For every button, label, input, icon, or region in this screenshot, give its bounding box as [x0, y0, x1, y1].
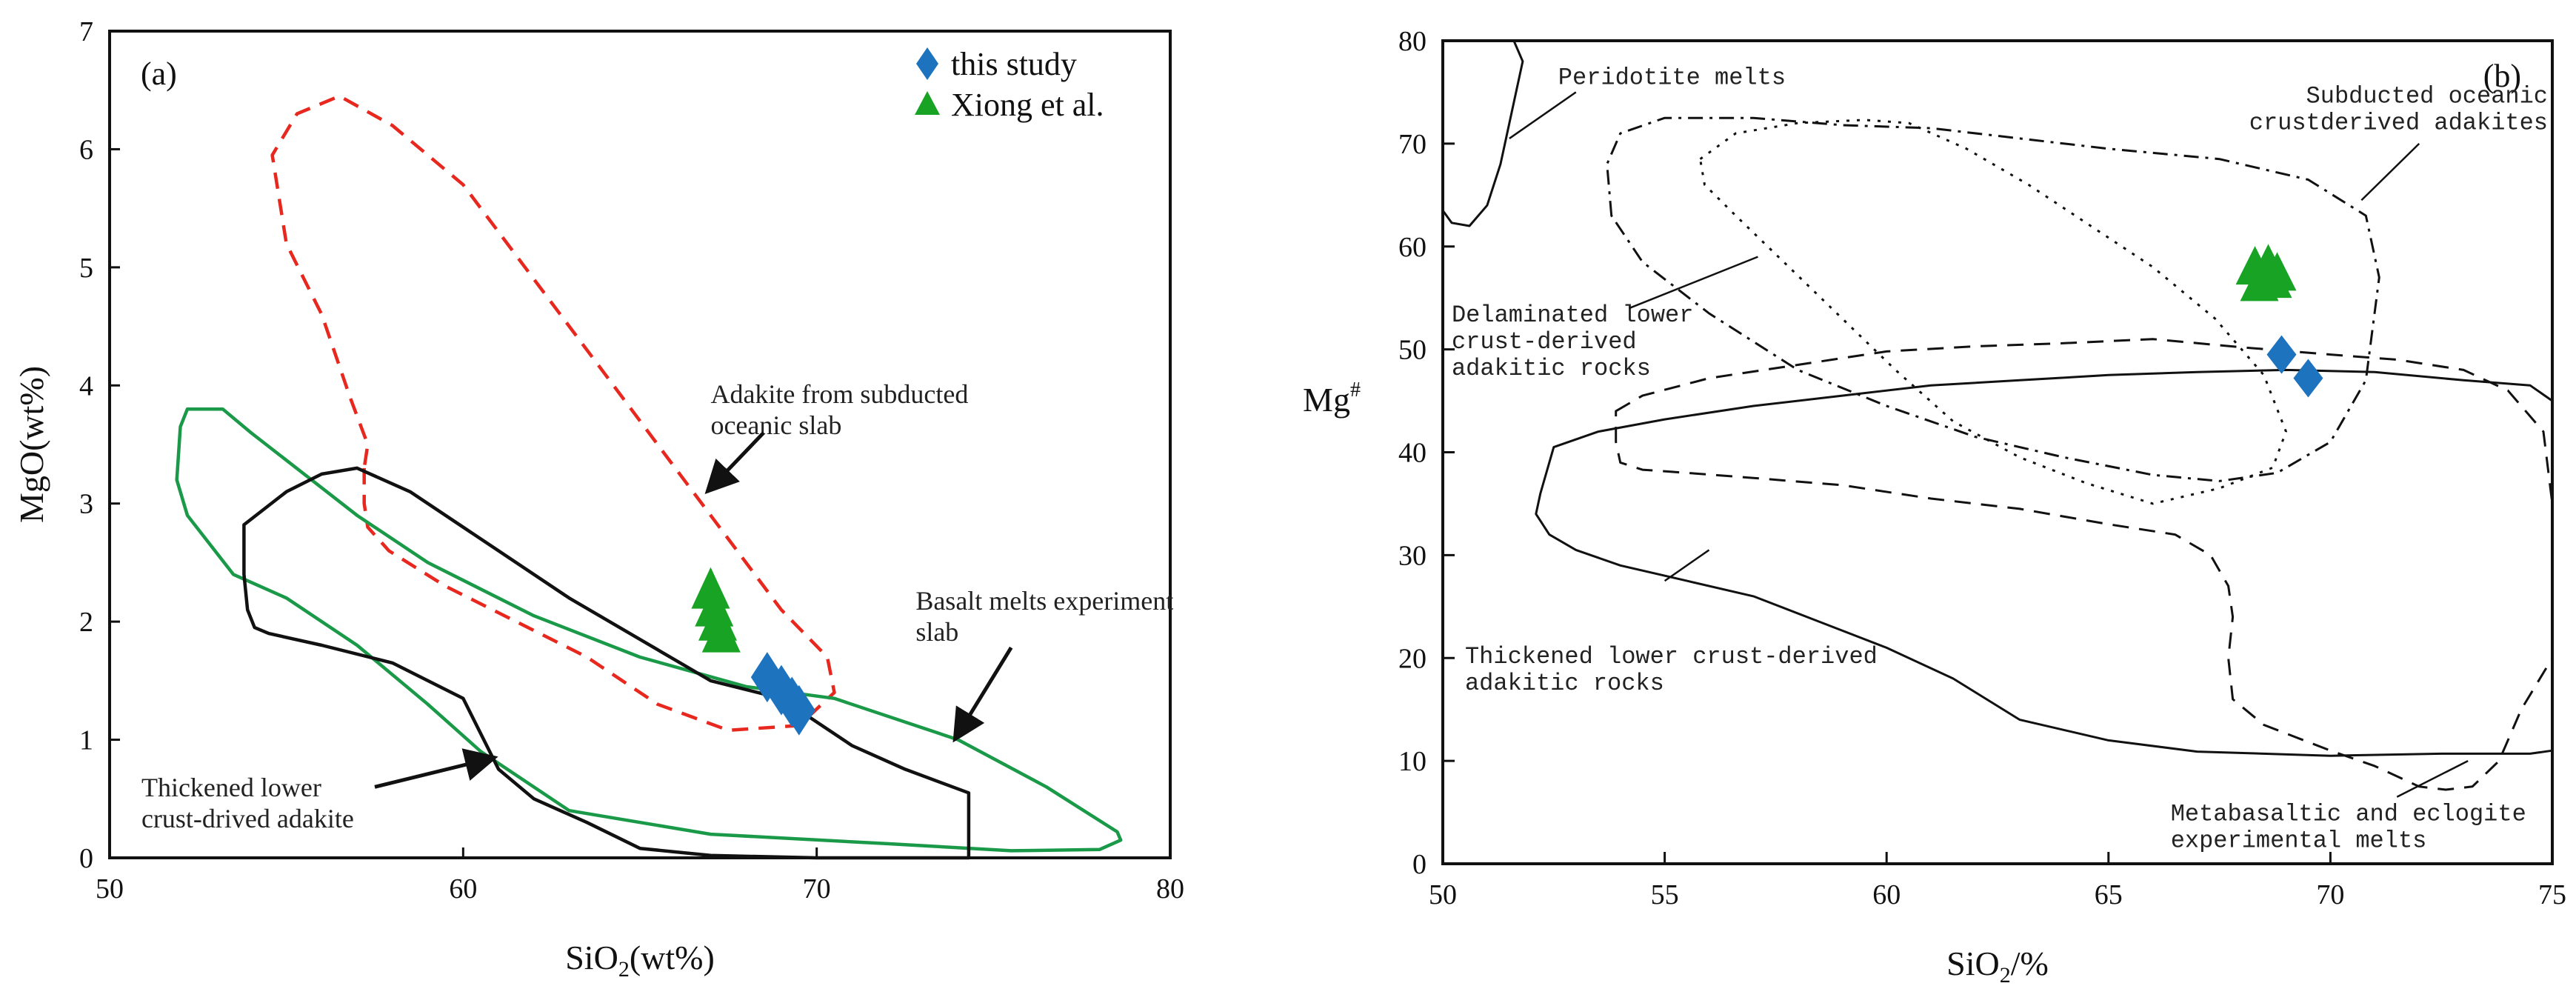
x-tick-label: 65: [2095, 879, 2123, 910]
y-tick-label: 30: [1398, 540, 1427, 571]
annotation-arrow: [375, 757, 495, 787]
data-point-diamond: [2293, 359, 2323, 398]
field-label: Thickened lower crust-derived: [1465, 643, 1878, 670]
x-axis-title: SiO2(wt%): [565, 939, 715, 982]
y-tick-label: 70: [1398, 129, 1427, 160]
y-tick-label: 20: [1398, 643, 1427, 674]
panel-a: 50 60 70 80 0 1 2 3 4 5 6 7 SiO2(wt%) MgO(wt%) (a) Adak…: [13, 16, 1184, 982]
field-label: adakitic rocks: [1465, 670, 1664, 697]
panel-label: (a): [141, 56, 177, 92]
field-label: Basalt melts experiment: [915, 586, 1173, 616]
x-axis-title: SiO2/%: [1946, 945, 2049, 987]
x-tick-label: 70: [803, 873, 831, 905]
annotation-leader: [1665, 550, 1709, 581]
field-label: Thickened lower: [141, 773, 321, 802]
panel-b: 50 55 60 65 70 7501020304050607080SiO2/%Mg#(b…: [1303, 26, 2566, 987]
legend-label: this study: [951, 46, 1077, 82]
x-tick-label: 60: [1872, 879, 1901, 910]
annotation-leader: [1629, 257, 1758, 308]
y-tick-label: 7: [79, 16, 93, 47]
y-tick-label: 3: [79, 489, 93, 520]
field-label: Adakite from subducted: [710, 379, 968, 409]
annotation-leader: [2397, 761, 2468, 797]
field-outline: [1443, 41, 1523, 226]
field-label: crustderived adakites: [2249, 109, 2548, 136]
x-tick-label: 50: [1429, 879, 1457, 910]
field-outline: [244, 468, 969, 858]
field-label: Subducted oceanic: [2306, 82, 2548, 110]
y-axis-title: MgO(wt%): [13, 366, 50, 523]
field-label: adakitic rocks: [1452, 355, 1651, 382]
y-tick-label: 4: [79, 370, 93, 402]
x-tick-label: 75: [2538, 879, 2566, 910]
y-tick-label: 40: [1398, 438, 1427, 469]
y-tick-label: 2: [79, 607, 93, 638]
field-label: slab: [915, 617, 958, 647]
field-label: oceanic slab: [710, 410, 841, 440]
y-axis-title: Mg#: [1303, 379, 1361, 419]
annotation-arrow: [955, 647, 1011, 739]
y-tick-label: 5: [79, 253, 93, 284]
y-tick-label: 6: [79, 134, 93, 165]
y-tick-label: 80: [1398, 26, 1427, 57]
field-outline: [1536, 370, 2552, 756]
y-tick-label: 0: [79, 843, 93, 874]
y-tick-label: 1: [79, 725, 93, 756]
field-label: Metabasaltic and eclogite: [2171, 801, 2526, 828]
x-tick-label: 50: [96, 873, 124, 905]
field-label: Delaminated lower: [1452, 302, 1693, 329]
field-outline: [1701, 120, 2286, 504]
field-label: experimental melts: [2171, 827, 2427, 855]
x-tick-label: 55: [1651, 879, 1679, 910]
field-label: crust-derived: [1452, 328, 1637, 356]
y-tick-label: 0: [1412, 849, 1427, 880]
data-point-diamond: [2266, 336, 2296, 374]
plot-frame: [1443, 41, 2552, 864]
y-tick-label: 50: [1398, 335, 1427, 366]
field-label: crust-drived adakite: [141, 804, 354, 833]
annotation-leader: [1509, 92, 1576, 138]
legend-marker-diamond: [916, 47, 938, 80]
annotation-arrow: [707, 433, 764, 492]
annotation-leader: [2361, 144, 2419, 200]
field-label: Peridotite melts: [1558, 64, 1786, 91]
y-tick-label: 10: [1398, 746, 1427, 777]
x-tick-label: 80: [1156, 873, 1184, 905]
x-tick-label: 60: [449, 873, 477, 905]
x-tick-label: 70: [2316, 879, 2344, 910]
legend-marker-triangle: [915, 91, 940, 115]
legend-label: Xiong et al.: [951, 87, 1104, 123]
y-tick-label: 60: [1398, 232, 1427, 263]
